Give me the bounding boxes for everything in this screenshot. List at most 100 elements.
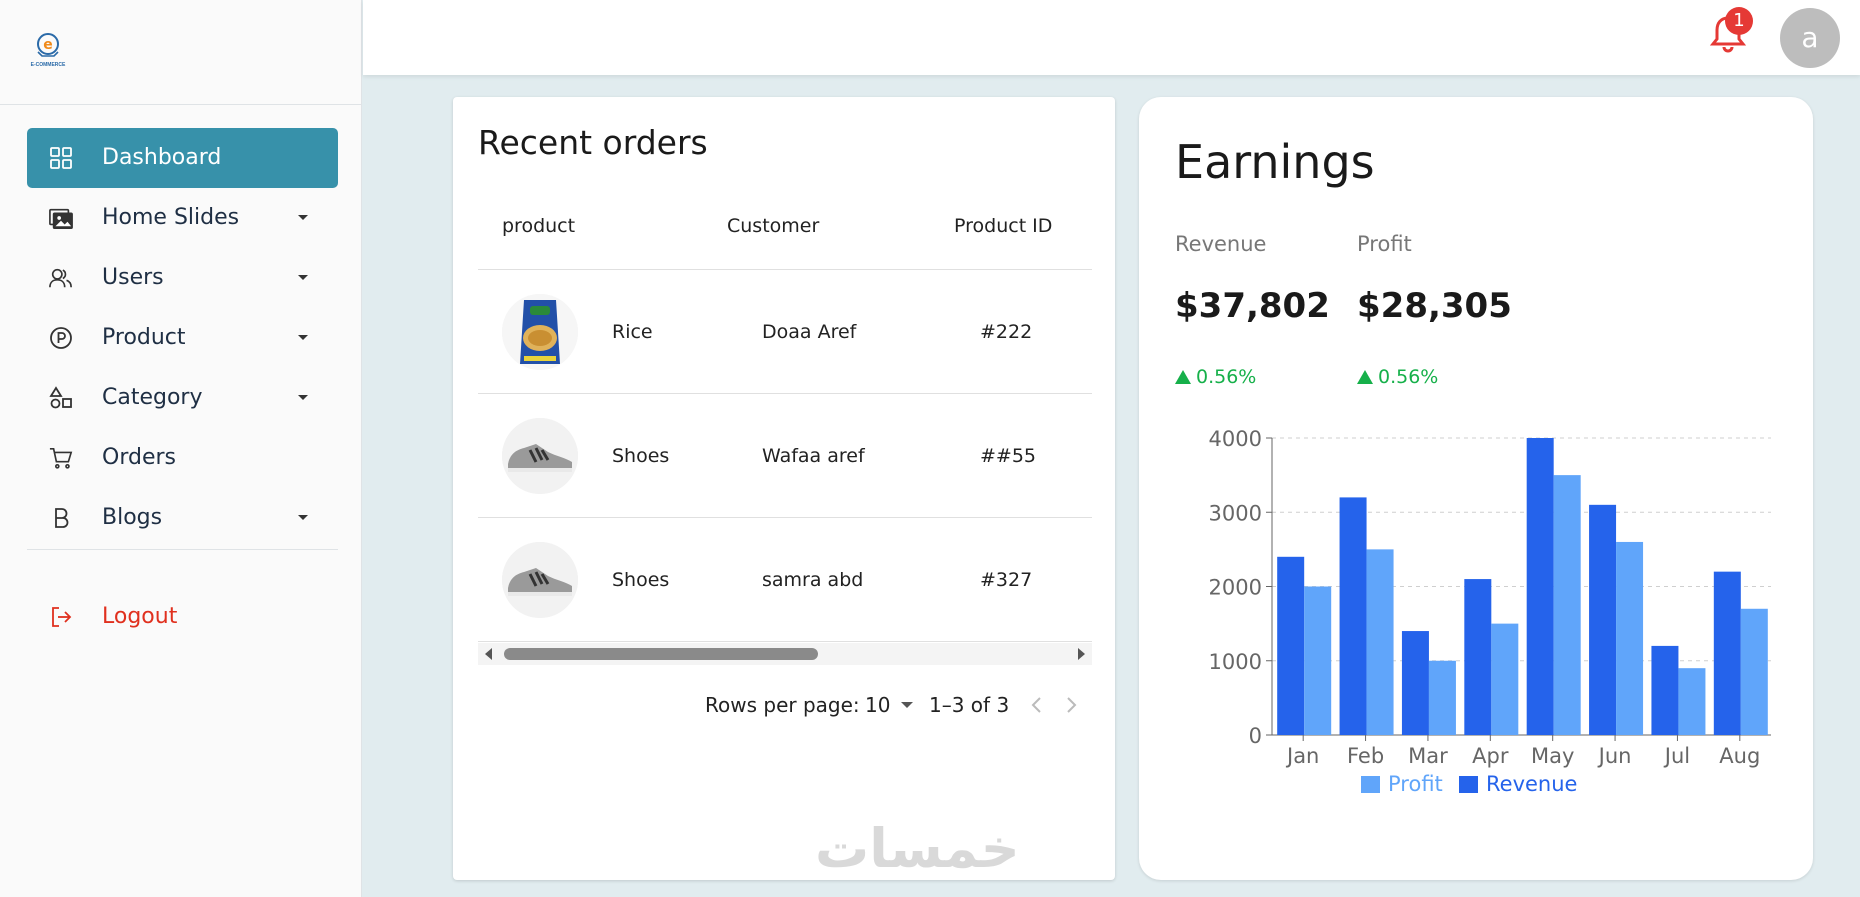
- x-tick-label: May: [1531, 744, 1574, 768]
- table-row[interactable]: Shoes samra abd #327: [478, 518, 1092, 642]
- bar-revenue-jan: [1277, 556, 1305, 735]
- y-tick-label: 2000: [1209, 576, 1262, 600]
- svg-text:e: e: [43, 37, 53, 53]
- bar-profit-may: [1553, 475, 1581, 735]
- scrollbar-thumb[interactable]: [504, 648, 818, 660]
- legend-label-revenue: Revenue: [1486, 772, 1577, 796]
- sidebar-item-label: Orders: [102, 445, 176, 470]
- y-tick-label: 1000: [1209, 650, 1262, 674]
- earnings-card: Earnings Revenue $37,802 0.56% Profit $2…: [1139, 97, 1813, 880]
- profit-label: Profit: [1357, 232, 1412, 256]
- logout-button[interactable]: Logout: [27, 587, 338, 647]
- images-icon: [49, 206, 73, 230]
- y-tick-label: 0: [1249, 724, 1262, 748]
- bar-revenue-jun: [1589, 504, 1617, 735]
- b-letter-icon: [49, 506, 73, 530]
- orders-table: product Customer Product ID Rice Doaa Ar…: [478, 182, 1092, 642]
- horizontal-scrollbar[interactable]: [478, 643, 1092, 665]
- earnings-title: Earnings: [1175, 135, 1375, 189]
- logo[interactable]: e E-COMMERCE: [26, 30, 70, 70]
- chevron-down-icon[interactable]: [901, 702, 913, 708]
- sidebar-divider: [27, 549, 338, 550]
- rice-bag-icon: [502, 294, 578, 370]
- bar-revenue-may: [1526, 438, 1554, 735]
- avatar[interactable]: a: [1780, 8, 1840, 68]
- x-tick-label: Jul: [1663, 744, 1690, 768]
- earnings-bar-chart: 0 1000 2000 3000 4000 Jan Feb Mar Apr May Jun Jul Au…: [1209, 427, 1771, 796]
- bar-revenue-aug: [1713, 571, 1741, 735]
- shapes-icon: [49, 386, 73, 410]
- chevron-down-icon: [298, 215, 308, 220]
- x-tick-label: Jan: [1285, 744, 1319, 768]
- sidebar-item-blogs[interactable]: Blogs: [27, 488, 338, 548]
- cell-customer: samra abd: [762, 569, 864, 591]
- table-header-row: product Customer Product ID: [478, 182, 1092, 270]
- scroll-left-icon[interactable]: [485, 648, 492, 660]
- cell-product-id: ##55: [980, 445, 1037, 467]
- column-header-product[interactable]: product: [502, 215, 576, 237]
- product-p-icon: [49, 326, 73, 350]
- x-tick-label: Mar: [1408, 744, 1448, 768]
- arrow-up-icon: [1175, 370, 1191, 384]
- sidebar-item-category[interactable]: Category: [27, 368, 338, 428]
- bar-profit-mar: [1428, 660, 1456, 735]
- column-header-product-id[interactable]: Product ID: [954, 215, 1053, 237]
- profit-value: $28,305: [1357, 286, 1512, 326]
- logout-icon: [49, 605, 73, 629]
- sidebar-item-product[interactable]: Product: [27, 308, 338, 368]
- previous-page-button[interactable]: [1027, 695, 1047, 715]
- arrow-up-icon: [1357, 370, 1373, 384]
- column-header-customer[interactable]: Customer: [727, 215, 820, 237]
- shoe-icon: [502, 418, 578, 494]
- top-header: [363, 0, 1860, 75]
- revenue-label: Revenue: [1175, 232, 1267, 256]
- bar-revenue-mar: [1401, 631, 1429, 735]
- sidebar-item-orders[interactable]: Orders: [27, 428, 338, 488]
- pagination-range: 1–3 of 3: [929, 693, 1010, 717]
- recent-orders-card: Recent orders product Customer Product I…: [453, 97, 1115, 880]
- x-tick-label: Apr: [1472, 744, 1509, 768]
- x-tick-label: Feb: [1347, 744, 1384, 768]
- cell-product-id: #222: [980, 321, 1033, 343]
- recent-orders-title: Recent orders: [478, 123, 708, 162]
- rows-per-page-select[interactable]: 10: [865, 693, 891, 717]
- shoe-icon: [502, 542, 578, 618]
- bar-revenue-jul: [1651, 645, 1679, 735]
- bar-revenue-feb: [1339, 497, 1367, 735]
- product-thumbnail: [502, 294, 578, 370]
- cell-product: Rice: [612, 321, 653, 343]
- bar-profit-apr: [1491, 623, 1519, 735]
- bar-revenue-apr: [1464, 579, 1492, 735]
- cell-product: Shoes: [612, 445, 670, 467]
- cell-product-id: #327: [980, 569, 1033, 591]
- scroll-right-icon[interactable]: [1078, 648, 1085, 660]
- sidebar-item-label: Home Slides: [102, 205, 240, 230]
- logo-text: E-COMMERCE: [30, 62, 66, 68]
- bar-profit-jan: [1304, 586, 1332, 735]
- profit-delta-value: 0.56%: [1378, 366, 1439, 388]
- cell-customer: Doaa Aref: [762, 321, 857, 343]
- table-row[interactable]: Shoes Wafaa aref ##55: [478, 394, 1092, 518]
- sidebar-item-users[interactable]: Users: [27, 248, 338, 308]
- bar-profit-jun: [1616, 541, 1644, 735]
- revenue-value: $37,802: [1175, 286, 1330, 326]
- next-page-button[interactable]: [1061, 695, 1081, 715]
- bar-profit-feb: [1366, 549, 1394, 735]
- chevron-right-icon: [1067, 697, 1077, 713]
- chevron-down-icon: [298, 335, 308, 340]
- table-row[interactable]: Rice Doaa Aref #222: [478, 270, 1092, 394]
- sidebar-item-home-slides[interactable]: Home Slides: [27, 188, 338, 248]
- watermark: خمسات: [815, 817, 1020, 880]
- legend-label-profit: Profit: [1388, 772, 1443, 796]
- legend-swatch-revenue: [1459, 776, 1478, 793]
- sidebar-item-label: Users: [102, 265, 164, 290]
- y-tick-label: 4000: [1209, 427, 1262, 451]
- sidebar-item-label: Product: [102, 325, 186, 350]
- sidebar: e E-COMMERCE Dashboard Home Slides Users: [0, 0, 362, 897]
- sidebar-item-dashboard[interactable]: Dashboard: [27, 128, 338, 188]
- chevron-left-icon: [1031, 697, 1041, 713]
- x-tick-label: Jun: [1597, 744, 1632, 768]
- chevron-down-icon: [298, 395, 308, 400]
- notification-badge: 1: [1725, 7, 1753, 35]
- grid-icon: [49, 146, 73, 170]
